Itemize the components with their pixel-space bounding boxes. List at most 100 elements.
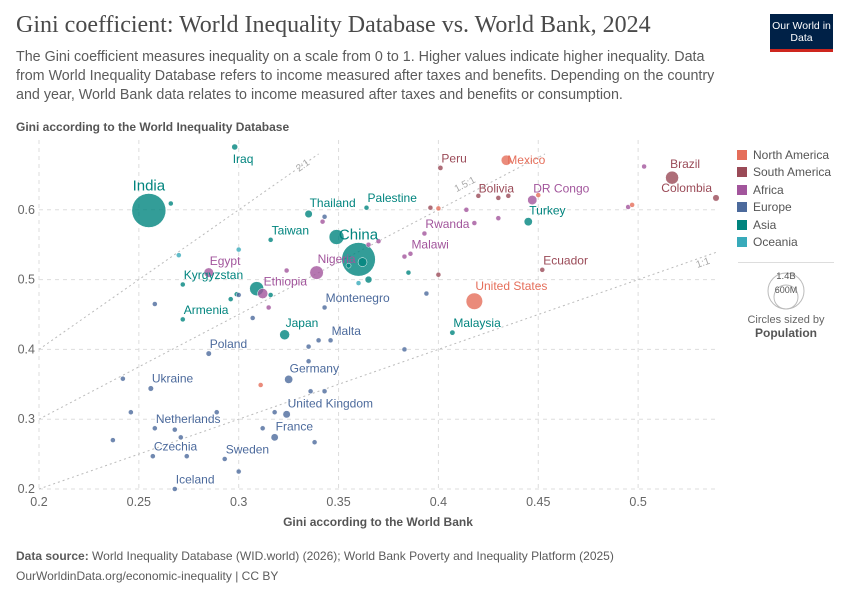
data-point[interactable] [311, 439, 318, 445]
data-point[interactable] [231, 143, 238, 151]
data-point[interactable] [465, 292, 483, 310]
data-point[interactable] [437, 165, 444, 171]
data-point[interactable] [315, 337, 322, 344]
data-point[interactable] [435, 205, 442, 212]
data-point[interactable] [249, 315, 256, 321]
data-point[interactable] [375, 238, 382, 244]
data-point[interactable] [495, 215, 502, 221]
data-point[interactable] [500, 154, 512, 166]
data-point[interactable] [180, 281, 186, 288]
point-label: Ukraine [152, 372, 194, 386]
data-point[interactable] [235, 468, 242, 475]
legend-item[interactable]: Asia [737, 216, 831, 234]
data-point[interactable] [282, 410, 291, 419]
data-point[interactable] [152, 301, 158, 307]
owid-logo[interactable]: Our World in Data [770, 14, 833, 52]
data-point[interactable] [267, 292, 274, 298]
data-point[interactable] [471, 220, 478, 226]
legend-swatch [737, 237, 747, 248]
data-point[interactable] [257, 288, 269, 299]
legend-item[interactable]: South America [737, 164, 831, 182]
data-point[interactable] [321, 214, 328, 220]
data-point[interactable] [665, 170, 679, 185]
data-point[interactable] [221, 456, 228, 462]
data-point[interactable] [405, 269, 412, 276]
data-point[interactable] [235, 246, 242, 253]
data-point[interactable] [176, 252, 182, 258]
data-point[interactable] [147, 385, 154, 392]
data-point[interactable] [184, 453, 190, 459]
data-point[interactable] [328, 229, 345, 245]
data-point[interactable] [449, 329, 456, 336]
data-point[interactable] [475, 193, 482, 199]
data-point[interactable] [131, 193, 167, 228]
data-point[interactable] [305, 343, 312, 350]
data-point[interactable] [363, 204, 370, 211]
data-point[interactable] [309, 265, 324, 280]
data-point[interactable] [345, 262, 352, 269]
size-legend: 1.4B 600M Circles sized by Population [738, 262, 834, 340]
data-point[interactable] [235, 292, 242, 298]
data-point[interactable] [259, 425, 266, 432]
data-point[interactable] [283, 267, 290, 274]
data-point[interactable] [463, 207, 470, 213]
data-point[interactable] [227, 296, 234, 302]
legend-item[interactable]: North America [737, 146, 831, 164]
data-point[interactable] [267, 237, 274, 243]
data-point[interactable] [527, 195, 538, 205]
data-point[interactable] [401, 346, 408, 353]
data-point[interactable] [270, 433, 279, 442]
data-point[interactable] [355, 280, 362, 286]
data-point[interactable] [712, 194, 720, 202]
data-point[interactable] [128, 409, 134, 415]
data-point[interactable] [213, 409, 220, 415]
legend-item[interactable]: Europe [737, 199, 831, 217]
footer-link[interactable]: OurWorldinData.org/economic-inequality |… [16, 569, 279, 583]
data-point[interactable] [305, 358, 312, 365]
data-point[interactable] [180, 316, 186, 323]
data-point[interactable] [152, 425, 158, 432]
data-point[interactable] [321, 388, 328, 395]
data-point[interactable] [284, 375, 293, 384]
data-point[interactable] [307, 388, 314, 395]
data-point[interactable] [304, 209, 313, 219]
legend-item[interactable]: Oceania [737, 234, 831, 252]
point-label: Taiwan [272, 223, 309, 237]
data-point[interactable] [319, 218, 326, 225]
data-point[interactable] [271, 409, 278, 415]
data-point[interactable] [364, 275, 373, 284]
data-point[interactable] [110, 437, 116, 443]
data-point[interactable] [178, 434, 184, 441]
data-point[interactable] [427, 204, 434, 211]
data-point[interactable] [357, 257, 368, 267]
data-point[interactable] [265, 304, 272, 311]
point-label: Japan [286, 316, 319, 330]
data-point[interactable] [172, 486, 178, 492]
data-point[interactable] [629, 202, 635, 208]
data-point[interactable] [535, 192, 542, 198]
data-point[interactable] [327, 337, 334, 344]
size-legend-big: 1.4B [776, 271, 796, 282]
data-point[interactable] [407, 251, 414, 257]
data-point[interactable] [168, 200, 174, 207]
data-point[interactable] [172, 426, 178, 433]
data-point[interactable] [279, 329, 290, 340]
data-point[interactable] [435, 271, 442, 278]
data-point[interactable] [539, 267, 546, 273]
data-point[interactable] [641, 163, 647, 170]
data-point[interactable] [495, 195, 502, 201]
data-point[interactable] [505, 193, 512, 199]
data-point[interactable] [401, 253, 408, 260]
data-point[interactable] [257, 382, 264, 388]
data-point[interactable] [365, 241, 372, 248]
data-point[interactable] [423, 290, 430, 297]
data-point[interactable] [523, 217, 533, 227]
data-point[interactable] [205, 350, 212, 357]
data-point[interactable] [120, 375, 126, 382]
data-point[interactable] [203, 267, 214, 278]
legend-item[interactable]: Africa [737, 181, 831, 199]
data-point[interactable] [421, 230, 428, 237]
data-point[interactable] [321, 304, 328, 311]
reference-line-label: 1:1 [695, 256, 712, 271]
data-point[interactable] [150, 453, 156, 459]
